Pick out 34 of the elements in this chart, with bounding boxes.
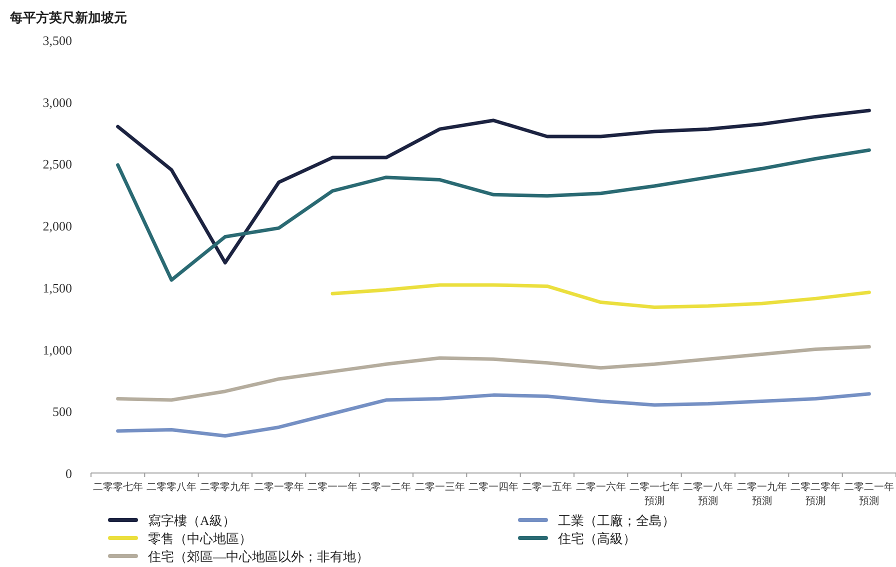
x-tick-label: 二零一六年	[574, 481, 627, 495]
x-tick-label: 二零一八年預測	[682, 481, 734, 509]
x-tick-label: 二零零九年	[199, 481, 252, 495]
legend-label: 住宅（郊區—中心地區以外；非有地）	[147, 549, 369, 564]
line-series	[116, 345, 871, 402]
y-tick-label: 3,500	[42, 33, 72, 48]
y-tick-label: 1,000	[42, 342, 72, 358]
x-tick-label: 二零零八年	[146, 481, 198, 495]
x-tick-label: 二零一三年	[414, 481, 466, 495]
x-tick-label: 二零一四年	[468, 481, 520, 495]
y-tick-label: 2,500	[42, 156, 72, 172]
x-tick-label: 二零一九年預測	[736, 481, 788, 509]
line-series	[330, 283, 871, 309]
x-tick-label: 二零一一年	[306, 481, 358, 495]
y-tick-label: 2,000	[42, 218, 72, 234]
y-tick-label: 0	[66, 466, 72, 481]
legend-label: 住宅（高級）	[557, 531, 636, 546]
x-tick-label: 二零二零年預測	[790, 481, 842, 509]
x-tick-label: 二零一二年	[360, 481, 412, 495]
x-tick-label: 二零二一年預測	[843, 481, 896, 509]
y-axis-title: 每平方英尺新加坡元	[9, 10, 127, 25]
line-series	[116, 392, 871, 438]
x-tick-label: 二零一零年	[252, 481, 305, 495]
y-tick-label: 500	[52, 404, 72, 420]
line-series	[116, 108, 871, 264]
y-tick-label: 3,000	[42, 94, 72, 110]
x-tick-label: 二零一五年	[521, 481, 574, 495]
legend-label: 寫字樓（A級）	[148, 513, 236, 528]
x-tick-label: 二零零七年	[92, 481, 144, 495]
legend-label: 零售（中心地區）	[148, 531, 252, 546]
legend-label: 工業（工廠；全島）	[558, 513, 675, 528]
line-series	[116, 148, 871, 282]
x-tick-label: 二零一七年預測	[628, 481, 680, 509]
y-tick-label: 1,500	[42, 280, 72, 296]
